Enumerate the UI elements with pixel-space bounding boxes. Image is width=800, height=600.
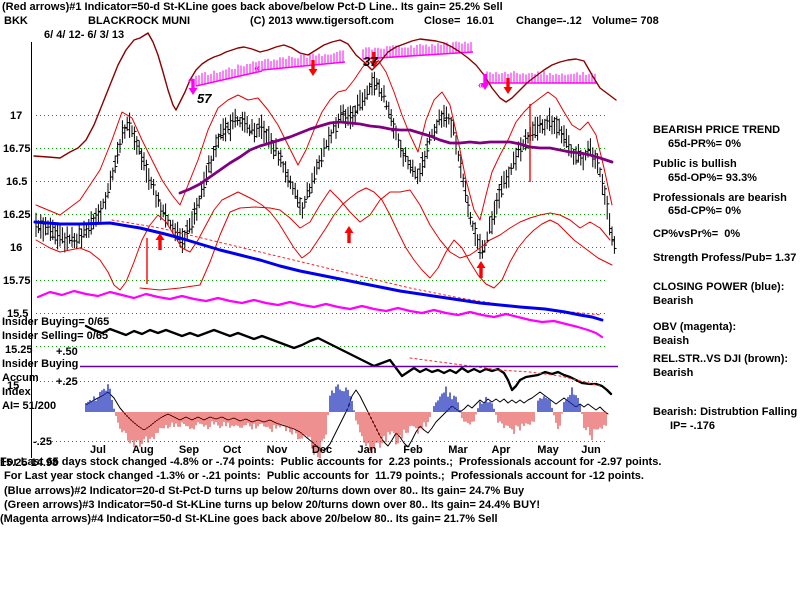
- ip-value: IP= -.176: [670, 420, 715, 432]
- relstr-title: REL.STR..VS DJI (brown):: [653, 353, 789, 365]
- cp-trend-dotted: [111, 219, 603, 316]
- svg-text:Oct: Oct: [223, 444, 242, 456]
- signal-arrows: « « «: [155, 52, 513, 278]
- svg-text:16.5: 16.5: [6, 176, 27, 188]
- hash-bands: [195, 41, 597, 87]
- svg-text:15.25: 15.25: [5, 344, 33, 356]
- insider-selling-count: Insider Selling= 0/65: [2, 330, 109, 342]
- op-pct: 65d-OP%= 93.3%: [668, 172, 757, 184]
- cp-pct: 65d-CP%= 0%: [668, 205, 742, 217]
- obv-magenta: [36, 289, 604, 339]
- closing-power-state: Bearish: [653, 295, 694, 307]
- mid-band: [139, 189, 611, 291]
- closing-power-title: CLOSING POWER (blue):: [653, 281, 785, 293]
- svg-text:-.25: -.25: [33, 436, 52, 448]
- stat-line-year: For Last year stock changed -1.3% or -.2…: [4, 470, 644, 482]
- svg-text:Apr: Apr: [492, 444, 512, 456]
- svg-text:«: «: [188, 75, 194, 86]
- strength-ratio: Strength Profess/Pub= 1.37: [653, 252, 797, 264]
- close-value: Close= 16.01: [424, 15, 495, 27]
- svg-text:Aug: Aug: [132, 444, 153, 456]
- bearish-price-trend: BEARISH PRICE TREND: [653, 124, 781, 136]
- price-bars: [35, 71, 617, 260]
- lower-band: [35, 187, 613, 291]
- security-name: BLACKROCK MUNI: [88, 15, 191, 27]
- svg-text:May: May: [537, 444, 559, 456]
- svg-text:16.25: 16.25: [3, 209, 31, 221]
- legend-blue-arrows: (Blue arrows)#2 Indicator=20-d St-Pct-D …: [4, 485, 525, 497]
- svg-text:«: «: [254, 63, 260, 74]
- distribution-note: Bearish: Distrubtion Falling: [653, 406, 798, 418]
- indicator-lines: [33, 32, 617, 452]
- histogram-line: [85, 389, 609, 452]
- svg-text:+.25: +.25: [56, 376, 78, 388]
- gridlines: [36, 115, 606, 442]
- legend-green-arrows: (Green arrows)#3 Indicator=50-d St-KLine…: [4, 499, 541, 511]
- svg-text:Dec: Dec: [312, 444, 332, 456]
- accumulation-histogram: [85, 384, 607, 459]
- closing-power-blue: [33, 220, 604, 322]
- professionals-bearish: Professionals are bearish: [653, 192, 787, 204]
- rel-black-dotted: [409, 357, 601, 387]
- public-bullish: Public is bullish: [653, 158, 737, 170]
- overlap-price-label: 15.25 14.98: [0, 457, 59, 469]
- cp-vs-pr: CP%vsPr%= 0%: [653, 228, 741, 240]
- insider-buying-line-label: Insider Buying: [2, 358, 79, 370]
- stat-line-65d: For Last 65 days stock changed -4.8% or …: [0, 456, 662, 468]
- relstr-state: Bearish: [653, 367, 694, 379]
- rel-str-dji-brown: [33, 32, 617, 159]
- ai-value: AI= 51/200: [2, 400, 57, 412]
- accum-label: Accum: [2, 372, 39, 384]
- signal-spike-lines: [146, 104, 531, 284]
- signal-summary-line: (Red arrows)#1 Indicator=50-d St-KLine g…: [2, 1, 503, 13]
- ticker-symbol: BKK: [4, 15, 28, 27]
- ma-21d-purple: [178, 120, 614, 195]
- svg-text:Nov: Nov: [267, 444, 289, 456]
- stochastic-value-labels: 57 37: [197, 54, 378, 106]
- svg-text:17: 17: [10, 110, 22, 122]
- insider-buying-count: Insider Buying= 0/65: [2, 316, 110, 328]
- obv-title: OBV (magenta):: [653, 321, 737, 333]
- svg-text:57: 57: [197, 91, 212, 106]
- rel-black: [84, 324, 613, 396]
- svg-text:37: 37: [363, 54, 378, 69]
- pr-pct: 65d-PR%= 0%: [668, 138, 742, 150]
- date-range: 6/ 4/ 12- 6/ 3/ 13: [44, 29, 125, 41]
- svg-text:Feb: Feb: [403, 444, 423, 456]
- upper-band: [35, 57, 613, 221]
- copyright-label: (C) 2013 www.tigersoft.com: [250, 15, 394, 27]
- svg-text:Mar: Mar: [448, 444, 468, 456]
- month-axis-labels: Jul Aug Sep Oct Nov Dec Jan Feb Mar Apr May Jun: [90, 444, 601, 456]
- svg-text:Jan: Jan: [358, 444, 377, 456]
- svg-text:«: «: [478, 80, 484, 91]
- svg-text:+.50: +.50: [56, 346, 78, 358]
- svg-text:16.75: 16.75: [3, 143, 31, 155]
- svg-text:15.75: 15.75: [3, 275, 31, 287]
- svg-text:Sep: Sep: [179, 444, 199, 456]
- index-label: Index: [2, 386, 31, 398]
- svg-text:16: 16: [10, 242, 22, 254]
- obv-state: Beaish: [653, 335, 690, 347]
- legend-magenta-arrows: (Magenta arrows)#4 Indicator=50-d St-KLi…: [0, 513, 498, 525]
- change-value: Change=-.12: [516, 15, 582, 27]
- svg-text:Jul: Jul: [90, 444, 106, 456]
- volume-value: Volume= 708: [592, 15, 659, 27]
- svg-text:Jun: Jun: [581, 444, 601, 456]
